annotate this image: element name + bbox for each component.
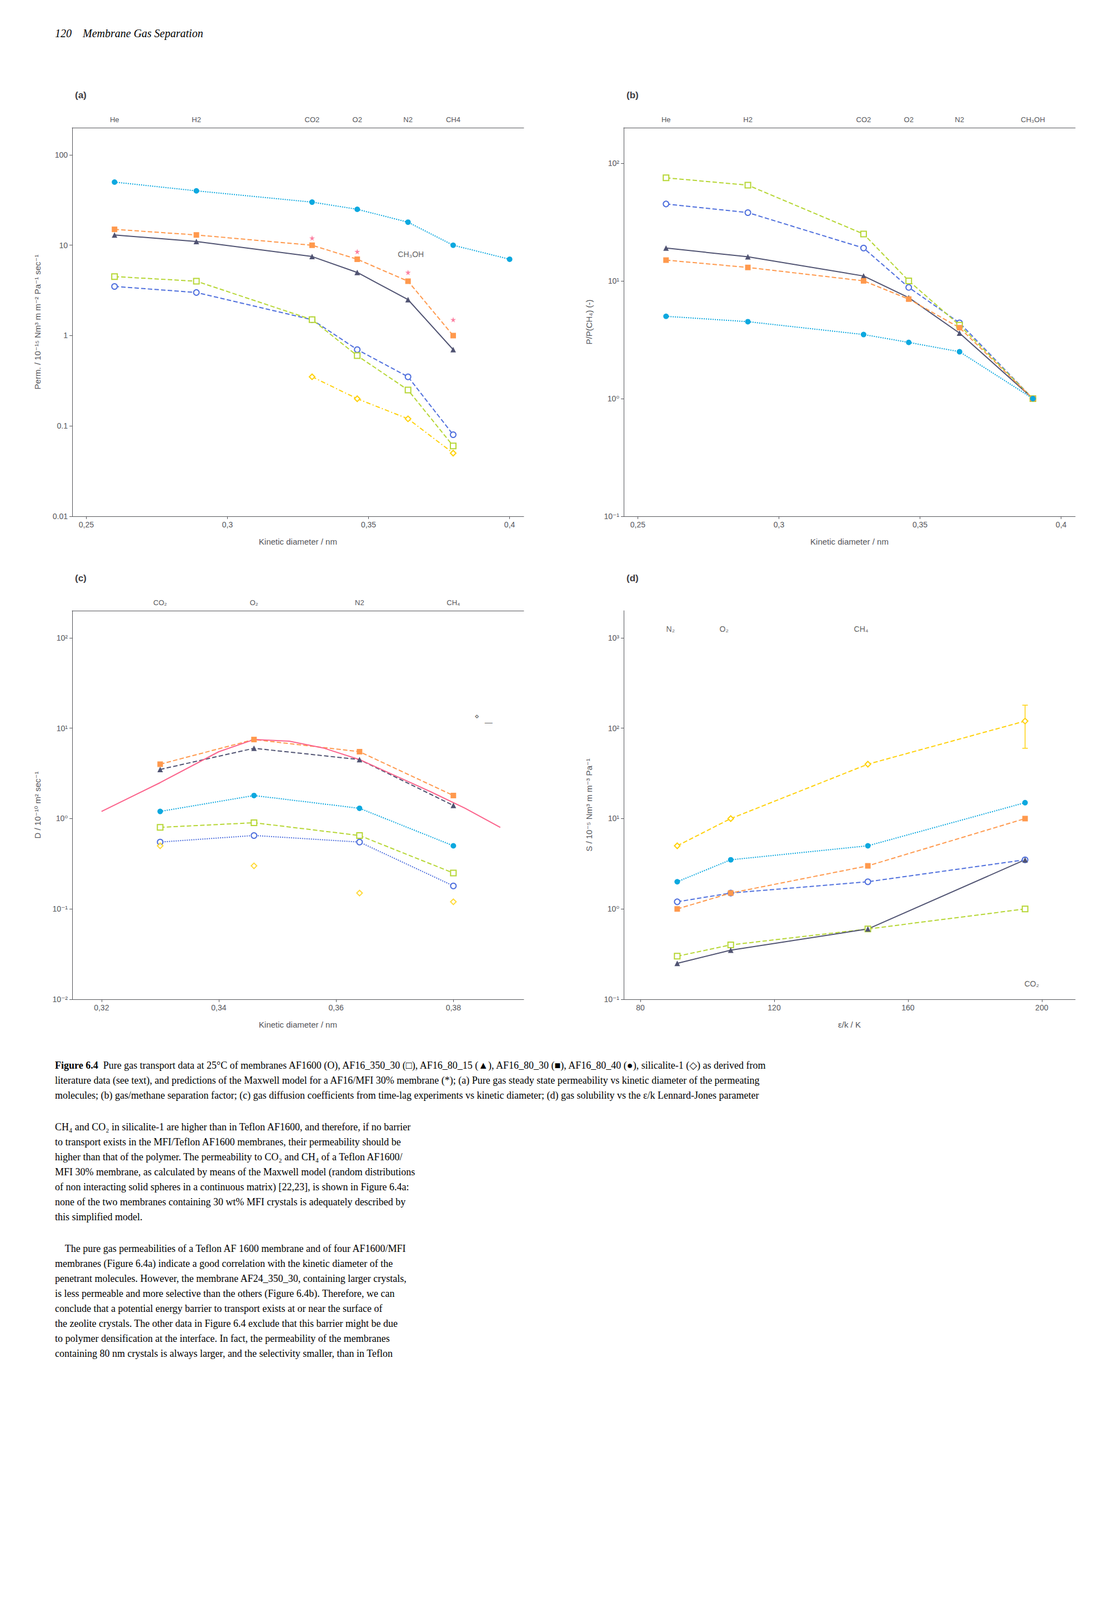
svg-text:100: 100 bbox=[54, 150, 69, 160]
svg-text:O2: O2 bbox=[352, 115, 363, 124]
svg-text:He: He bbox=[109, 115, 120, 124]
svg-text:CH₃OH: CH₃OH bbox=[397, 249, 424, 259]
svg-text:120: 120 bbox=[767, 1003, 781, 1013]
svg-text:10⁻¹: 10⁻¹ bbox=[52, 904, 68, 914]
svg-text:0,25: 0,25 bbox=[78, 520, 94, 530]
svg-text:N2: N2 bbox=[354, 598, 365, 608]
svg-text:CO₂: CO₂ bbox=[153, 598, 168, 608]
svg-text:CH₄: CH₄ bbox=[446, 598, 460, 608]
svg-text:10⁰: 10⁰ bbox=[607, 394, 620, 404]
svg-text:0,4: 0,4 bbox=[504, 520, 516, 530]
svg-text:N2: N2 bbox=[403, 115, 413, 124]
svg-text:the zeolite crystals. The othe: the zeolite crystals. The other data in … bbox=[54, 1318, 398, 1330]
svg-text:of non interacting solid spher: of non interacting solid spheres in a co… bbox=[54, 1181, 409, 1194]
svg-text:0.1: 0.1 bbox=[57, 421, 69, 431]
svg-text:0,35: 0,35 bbox=[912, 520, 928, 530]
svg-text:0,3: 0,3 bbox=[222, 520, 234, 530]
svg-text:10⁻²: 10⁻² bbox=[52, 995, 68, 1005]
svg-text:10²: 10² bbox=[608, 724, 620, 734]
svg-text:80: 80 bbox=[635, 1003, 645, 1013]
svg-text:H2: H2 bbox=[191, 115, 202, 124]
svg-text:10¹: 10¹ bbox=[608, 276, 620, 286]
svg-text:higher than that of the polyme: higher than that of the polymer. The per… bbox=[54, 1151, 403, 1163]
svg-text:He: He bbox=[661, 115, 671, 124]
svg-text:—: — bbox=[484, 718, 493, 728]
svg-text:conclude that a potential ener: conclude that a potential energy barrier… bbox=[54, 1303, 383, 1315]
svg-text:10⁻¹: 10⁻¹ bbox=[603, 512, 620, 521]
svg-text:0.01: 0.01 bbox=[52, 512, 68, 521]
svg-text:10⁰: 10⁰ bbox=[56, 814, 69, 824]
svg-text:(c): (c) bbox=[74, 573, 87, 584]
svg-text:0,34: 0,34 bbox=[211, 1003, 227, 1013]
svg-text:molecules; (b) gas/methane sep: molecules; (b) gas/methane separation fa… bbox=[54, 1090, 759, 1102]
svg-text:0,36: 0,36 bbox=[328, 1003, 344, 1013]
svg-text:10: 10 bbox=[58, 241, 68, 250]
svg-text:Kinetic diameter / nm: Kinetic diameter / nm bbox=[258, 537, 338, 547]
svg-text:0,32: 0,32 bbox=[93, 1003, 109, 1013]
svg-text:none of the two membranes cont: none of the two membranes containing 30 … bbox=[54, 1196, 406, 1208]
svg-text:10⁰: 10⁰ bbox=[607, 904, 620, 914]
svg-text:(a): (a) bbox=[74, 89, 87, 101]
svg-text:(d): (d) bbox=[626, 573, 639, 584]
svg-text:O₂: O₂ bbox=[249, 598, 259, 608]
svg-text:P/P(CH₄) (-): P/P(CH₄) (-) bbox=[584, 299, 594, 345]
svg-text:this simplified model.: this simplified model. bbox=[54, 1211, 143, 1223]
svg-text:S / 10⁻⁵ Nm³ m m⁻³ Pa⁻¹: S / 10⁻⁵ Nm³ m m⁻³ Pa⁻¹ bbox=[584, 758, 594, 852]
svg-text:CH₄ and CO₂ in silicalite-1 ar: CH₄ and CO₂ in silicalite-1 are higher t… bbox=[54, 1121, 411, 1133]
svg-text:10²: 10² bbox=[56, 633, 69, 643]
svg-text:Kinetic diameter / nm: Kinetic diameter / nm bbox=[258, 1020, 338, 1030]
svg-text:CO2: CO2 bbox=[304, 115, 320, 124]
svg-text:to polymer densification at th: to polymer densification at the interfac… bbox=[54, 1333, 390, 1345]
svg-text:CO2: CO2 bbox=[856, 115, 872, 124]
svg-text:200: 200 bbox=[1035, 1003, 1049, 1013]
svg-text:160: 160 bbox=[901, 1003, 915, 1013]
svg-text:containing 80 nm crystals is a: containing 80 nm crystals is always larg… bbox=[54, 1348, 393, 1360]
svg-text:1: 1 bbox=[63, 331, 68, 340]
svg-text:0,3: 0,3 bbox=[773, 520, 785, 530]
svg-text:N2: N2 bbox=[954, 115, 965, 124]
svg-text:D / 10⁻¹⁰ m² sec⁻¹: D / 10⁻¹⁰ m² sec⁻¹ bbox=[32, 771, 43, 839]
svg-text:120 Membrane Gas Separation: 120 Membrane Gas Separation bbox=[54, 27, 204, 40]
svg-text:Pure gas transport data at 25°: Pure gas transport data at 25°C of membr… bbox=[98, 1060, 766, 1072]
svg-text:N₂: N₂ bbox=[666, 624, 676, 634]
svg-text:literature data (see text), an: literature data (see text), and predicti… bbox=[54, 1075, 760, 1087]
svg-text:CH4: CH4 bbox=[445, 115, 461, 124]
svg-text:10³: 10³ bbox=[608, 633, 620, 643]
svg-text:10¹: 10¹ bbox=[608, 814, 620, 824]
svg-text:Perm. / 10⁻¹⁵ Nm³ m m⁻² Pa⁻¹ s: Perm. / 10⁻¹⁵ Nm³ m m⁻² Pa⁻¹ sec⁻¹ bbox=[32, 254, 43, 390]
svg-text:CO₂: CO₂ bbox=[1024, 979, 1039, 989]
svg-text:is less permeable and more sel: is less permeable and more selective tha… bbox=[54, 1288, 395, 1301]
svg-text:membranes (Figure 6.4a) indica: membranes (Figure 6.4a) indicate a good … bbox=[54, 1258, 393, 1271]
svg-text:H2: H2 bbox=[743, 115, 753, 124]
svg-text:to transport exists in the MFI: to transport exists in the MFI/Teflon AF… bbox=[54, 1136, 401, 1148]
svg-text:CH₄: CH₄ bbox=[854, 624, 869, 634]
svg-text:penetrant molecules. However,: penetrant molecules. However, the membra… bbox=[54, 1273, 407, 1285]
svg-text:MFI 30% membrane, as calculate: MFI 30% membrane, as calculated by means… bbox=[54, 1166, 415, 1179]
svg-text:10²: 10² bbox=[608, 158, 620, 168]
svg-text:⋄: ⋄ bbox=[474, 712, 480, 721]
svg-text:10⁻¹: 10⁻¹ bbox=[603, 995, 620, 1005]
svg-text:O2: O2 bbox=[904, 115, 914, 124]
svg-text:(b): (b) bbox=[626, 89, 639, 101]
svg-text:0,38: 0,38 bbox=[445, 1003, 461, 1013]
svg-text:10¹: 10¹ bbox=[56, 724, 69, 734]
svg-text:The pure gas permeabilities of: The pure gas permeabilities of a Teflon … bbox=[54, 1243, 406, 1255]
svg-text:Kinetic diameter / nm: Kinetic diameter / nm bbox=[810, 537, 889, 547]
svg-text:0,4: 0,4 bbox=[1055, 520, 1067, 530]
svg-text:Figure 6.4: Figure 6.4 bbox=[54, 1060, 99, 1072]
svg-text:0,25: 0,25 bbox=[630, 520, 646, 530]
svg-text:ε/k / K: ε/k / K bbox=[838, 1020, 861, 1030]
svg-text:0,35: 0,35 bbox=[361, 520, 376, 530]
svg-text:O₂: O₂ bbox=[719, 624, 729, 634]
svg-text:CH₃OH: CH₃OH bbox=[1020, 115, 1046, 124]
